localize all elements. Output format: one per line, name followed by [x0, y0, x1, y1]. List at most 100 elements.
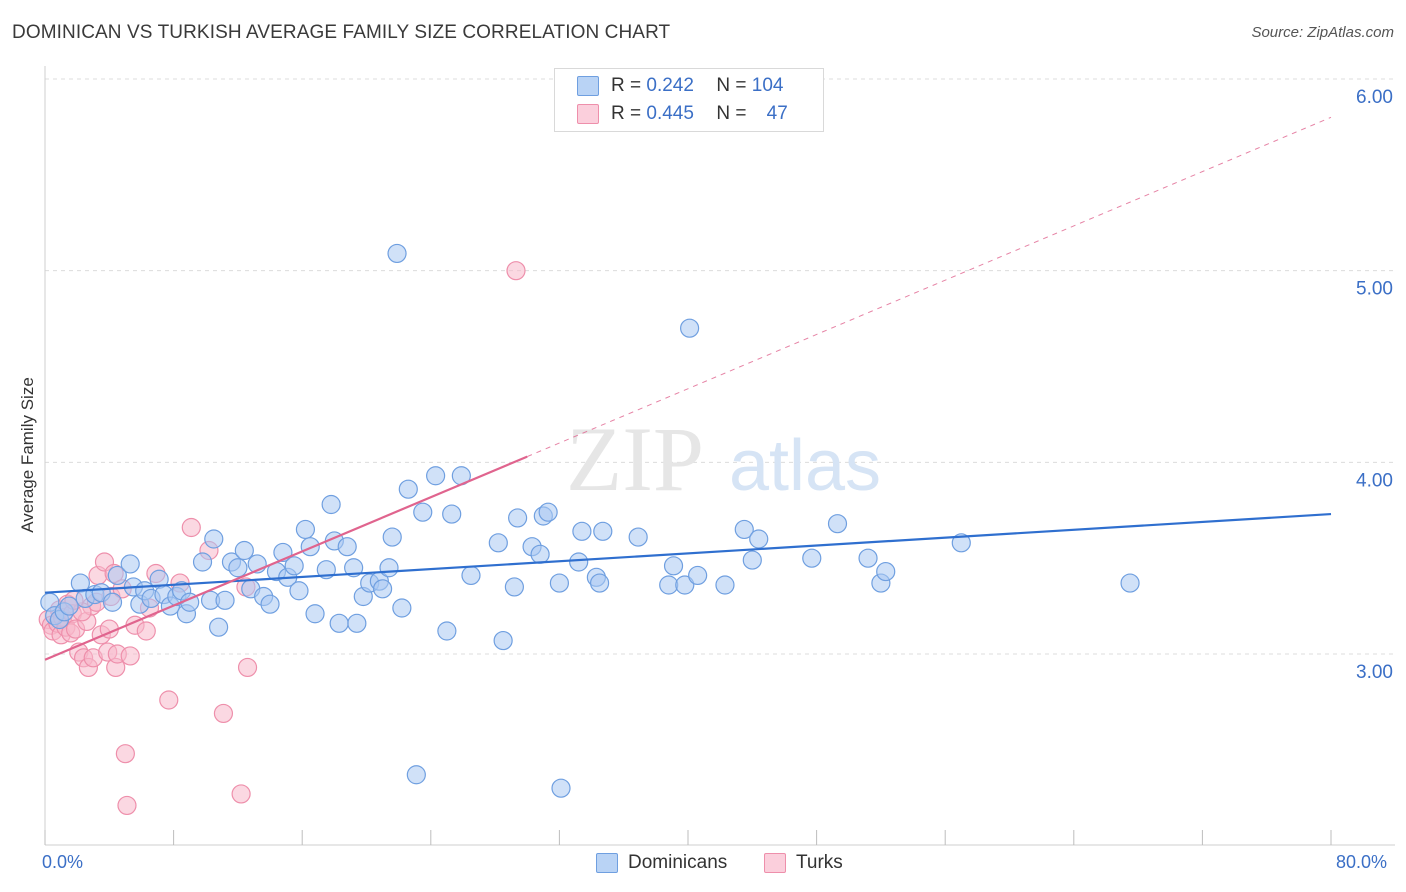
turk-point — [237, 657, 258, 678]
dominican-point — [493, 630, 513, 651]
dominican-point — [659, 575, 679, 595]
chart-title: DOMINICAN VS TURKISH AVERAGE FAMILY SIZE… — [12, 22, 671, 43]
dominican-point — [461, 565, 481, 586]
dominican-point — [827, 514, 848, 534]
dominican-point — [426, 466, 446, 486]
x-tick-label-max: 80.0% — [1336, 852, 1388, 872]
dominican-point — [107, 565, 127, 586]
legend-row-dominicans: R = 0.242 N = 104 — [577, 73, 783, 99]
dominican-point — [372, 579, 393, 599]
dominican-point — [289, 581, 309, 601]
turk-point — [159, 690, 179, 710]
dominican-point — [551, 778, 571, 798]
series-legend-dominicans: Dominicans — [596, 852, 727, 874]
turk-point — [181, 517, 201, 538]
dominican-point — [530, 544, 550, 564]
turk-point — [213, 703, 234, 724]
dominican-point — [387, 243, 407, 264]
turk-point — [136, 621, 156, 641]
turks-trend-line — [44, 455, 528, 661]
dominican-point — [437, 621, 457, 641]
legend-swatch-blue — [577, 76, 599, 96]
y-tick-label: 6.00 — [1356, 87, 1393, 108]
dominican-point — [192, 552, 213, 572]
legend-row-turks: R = 0.445 N = 47 — [577, 101, 788, 127]
dominican-point — [504, 577, 524, 597]
dominicans-points — [40, 243, 1140, 798]
y-tick-label: 5.00 — [1356, 279, 1393, 300]
dominican-point — [951, 533, 971, 553]
trend-lines — [44, 116, 1332, 661]
dominican-point — [204, 529, 224, 549]
correlation-legend: R = 0.242 N = 104 R = 0.445 N = 47 — [554, 68, 824, 132]
turks-trend-extension — [527, 116, 1332, 458]
dominican-point — [398, 479, 418, 499]
dominican-point — [260, 594, 280, 614]
legend-n-label: N = — [716, 103, 747, 124]
series-swatch-blue — [596, 853, 618, 873]
dominican-point — [413, 502, 433, 522]
legend-r-value: 0.445 — [646, 103, 694, 124]
series-label-dominicans: Dominicans — [628, 852, 728, 873]
legend-n-value: 47 — [766, 103, 788, 124]
turk-point — [231, 784, 251, 804]
source-label: Source: ZipAtlas.com — [1251, 24, 1394, 41]
legend-r-value: 0.242 — [646, 75, 694, 96]
turk-point — [117, 795, 137, 816]
legend-n-value: 104 — [751, 75, 784, 96]
dominican-point — [802, 548, 822, 568]
dominican-point — [305, 604, 325, 624]
dominican-point — [234, 540, 254, 561]
series-swatch-pink — [764, 853, 786, 873]
series-label-turks: Turks — [796, 852, 843, 873]
dominican-point — [300, 537, 320, 557]
dominican-point — [392, 598, 412, 618]
dominican-point — [572, 521, 592, 541]
dominican-point — [742, 550, 762, 570]
dominican-point — [680, 318, 700, 338]
turk-point — [115, 744, 135, 764]
dominican-point — [228, 558, 248, 578]
dominican-point — [337, 537, 357, 557]
dominican-point — [59, 596, 79, 616]
turk-point — [120, 646, 140, 666]
dominican-point — [858, 548, 878, 568]
dominican-point — [663, 556, 684, 576]
dominican-point — [488, 533, 508, 553]
dominican-point — [589, 573, 610, 593]
dominican-point — [406, 765, 426, 785]
series-legend: Dominicans Turks — [0, 852, 1406, 878]
turks-points — [38, 261, 526, 816]
dominican-point — [538, 502, 558, 522]
watermark-zip: ZIP — [566, 408, 704, 510]
legend-r-label: R = — [611, 75, 642, 96]
series-legend-turks: Turks — [764, 852, 843, 874]
dominican-point — [284, 556, 304, 576]
dominican-point — [734, 519, 754, 540]
dominican-point — [675, 575, 695, 595]
dominican-point — [442, 504, 462, 524]
y-tick-labels: 3.00 4.00 5.00 6.00 — [1356, 87, 1393, 683]
dominican-point — [295, 519, 316, 540]
x-tick-label-min: 0.0% — [42, 852, 84, 872]
dominican-point — [321, 494, 341, 515]
legend-n-label: N = — [716, 75, 747, 96]
dominican-point — [1120, 573, 1140, 593]
dominican-point — [379, 558, 399, 578]
y-tick-label: 4.00 — [1356, 470, 1393, 491]
turk-point — [506, 261, 526, 281]
dominican-point — [688, 565, 708, 586]
gridlines — [45, 78, 1395, 655]
dominican-point — [344, 558, 364, 578]
dominican-point — [120, 554, 140, 574]
legend-r-label: R = — [611, 103, 642, 124]
y-tick-label: 3.00 — [1356, 662, 1393, 683]
dominican-point — [329, 613, 349, 633]
dominican-point — [508, 508, 528, 528]
dominican-point — [876, 561, 896, 582]
legend-swatch-pink — [577, 104, 599, 124]
dominican-point — [347, 613, 367, 633]
dominican-point — [628, 527, 648, 547]
dominican-point — [209, 617, 229, 637]
